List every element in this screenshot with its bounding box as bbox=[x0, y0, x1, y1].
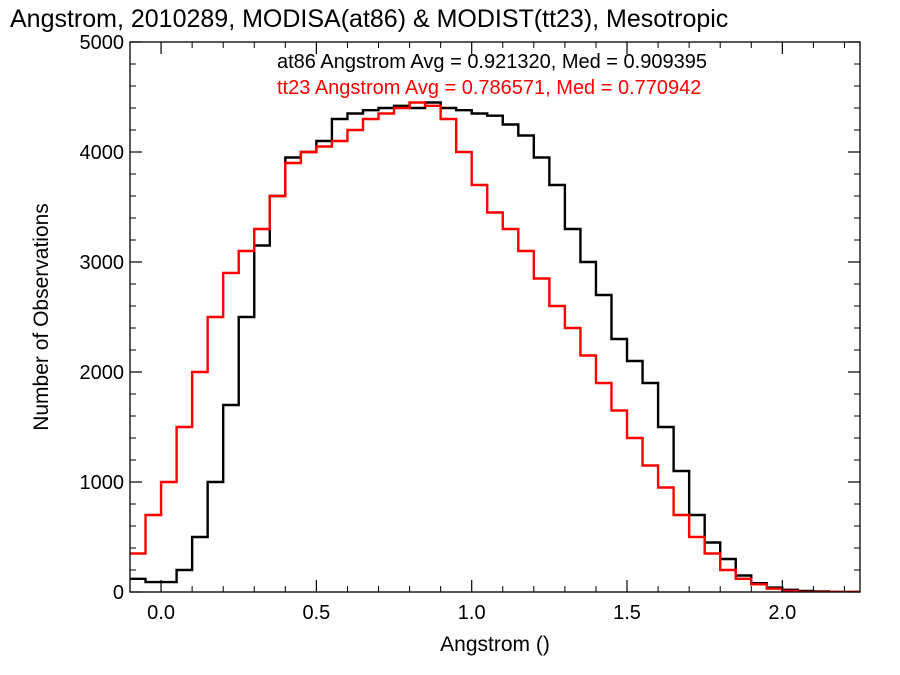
y-tick-label: 2000 bbox=[80, 362, 125, 384]
plot-frame bbox=[129, 41, 861, 593]
x-tick-label: 1.0 bbox=[458, 602, 486, 624]
x-tick-label: 0.0 bbox=[147, 602, 175, 624]
y-tick-label: 0 bbox=[113, 582, 124, 604]
y-tick-label: 5000 bbox=[80, 32, 125, 54]
series-line-tt23 bbox=[130, 101, 860, 592]
x-tick-label: 0.5 bbox=[302, 602, 330, 624]
y-axis-label: Number of Observations bbox=[30, 203, 53, 431]
annotation-at86: at86 Angstrom Avg = 0.921320, Med = 0.90… bbox=[277, 51, 707, 73]
x-tick-label: 1.5 bbox=[613, 602, 641, 624]
y-tick-label: 4000 bbox=[80, 142, 125, 164]
annotation-tt23: tt23 Angstrom Avg = 0.786571, Med = 0.77… bbox=[277, 77, 701, 99]
chart-title: Angstrom, 2010289, MODISA(at86) & MODIST… bbox=[10, 5, 728, 33]
x-tick-label: 2.0 bbox=[768, 602, 796, 624]
y-tick-label: 1000 bbox=[80, 472, 125, 494]
x-axis-label: Angstrom () bbox=[440, 633, 550, 656]
y-tick-label: 3000 bbox=[80, 252, 125, 274]
